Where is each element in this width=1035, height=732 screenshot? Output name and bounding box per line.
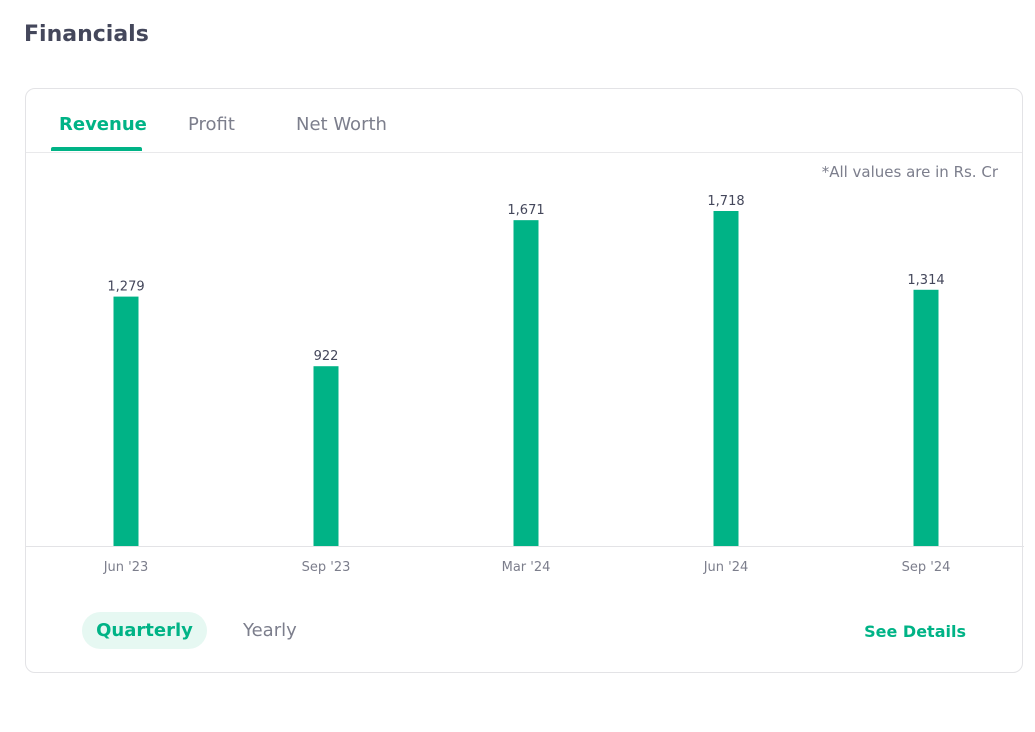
bar-value-label: 1,314 [907, 273, 944, 288]
chart-bar[interactable] [113, 296, 139, 546]
bar-value-label: 1,718 [707, 194, 744, 209]
tab-net-worth[interactable]: Net Worth [296, 114, 387, 135]
chart-bar[interactable] [313, 366, 339, 546]
tab-profit[interactable]: Profit [188, 114, 235, 135]
page-title: Financials [24, 22, 149, 47]
x-tick-label: Mar '24 [502, 560, 551, 575]
bar-value-label: 1,279 [107, 280, 144, 295]
chart-bar[interactable] [713, 211, 739, 546]
x-tick-label: Sep '24 [902, 560, 951, 575]
quarterly-toggle[interactable]: Quarterly [82, 612, 207, 649]
revenue-bar-chart: 1,279 Jun '23 922 Sep '23 1,671 Mar '24 1,718 J… [26, 194, 1024, 575]
bar-value-label: 1,671 [507, 203, 544, 218]
see-details-link[interactable]: See Details [864, 622, 966, 641]
tab-revenue[interactable]: Revenue [59, 114, 147, 135]
x-tick-label: Sep '23 [302, 560, 351, 575]
active-tab-indicator [51, 147, 142, 151]
x-tick-label: Jun '24 [703, 560, 749, 575]
chart-bar[interactable] [513, 220, 539, 546]
chart-bar[interactable] [913, 289, 939, 546]
units-note: *All values are in Rs. Cr [821, 163, 998, 181]
tab-bar: Revenue Profit Net Worth [26, 89, 1022, 153]
x-tick-label: Jun '23 [103, 560, 149, 575]
bar-value-label: 922 [314, 349, 339, 364]
yearly-toggle[interactable]: Yearly [243, 620, 297, 641]
financials-card: Revenue Profit Net Worth *All values are… [25, 88, 1024, 673]
